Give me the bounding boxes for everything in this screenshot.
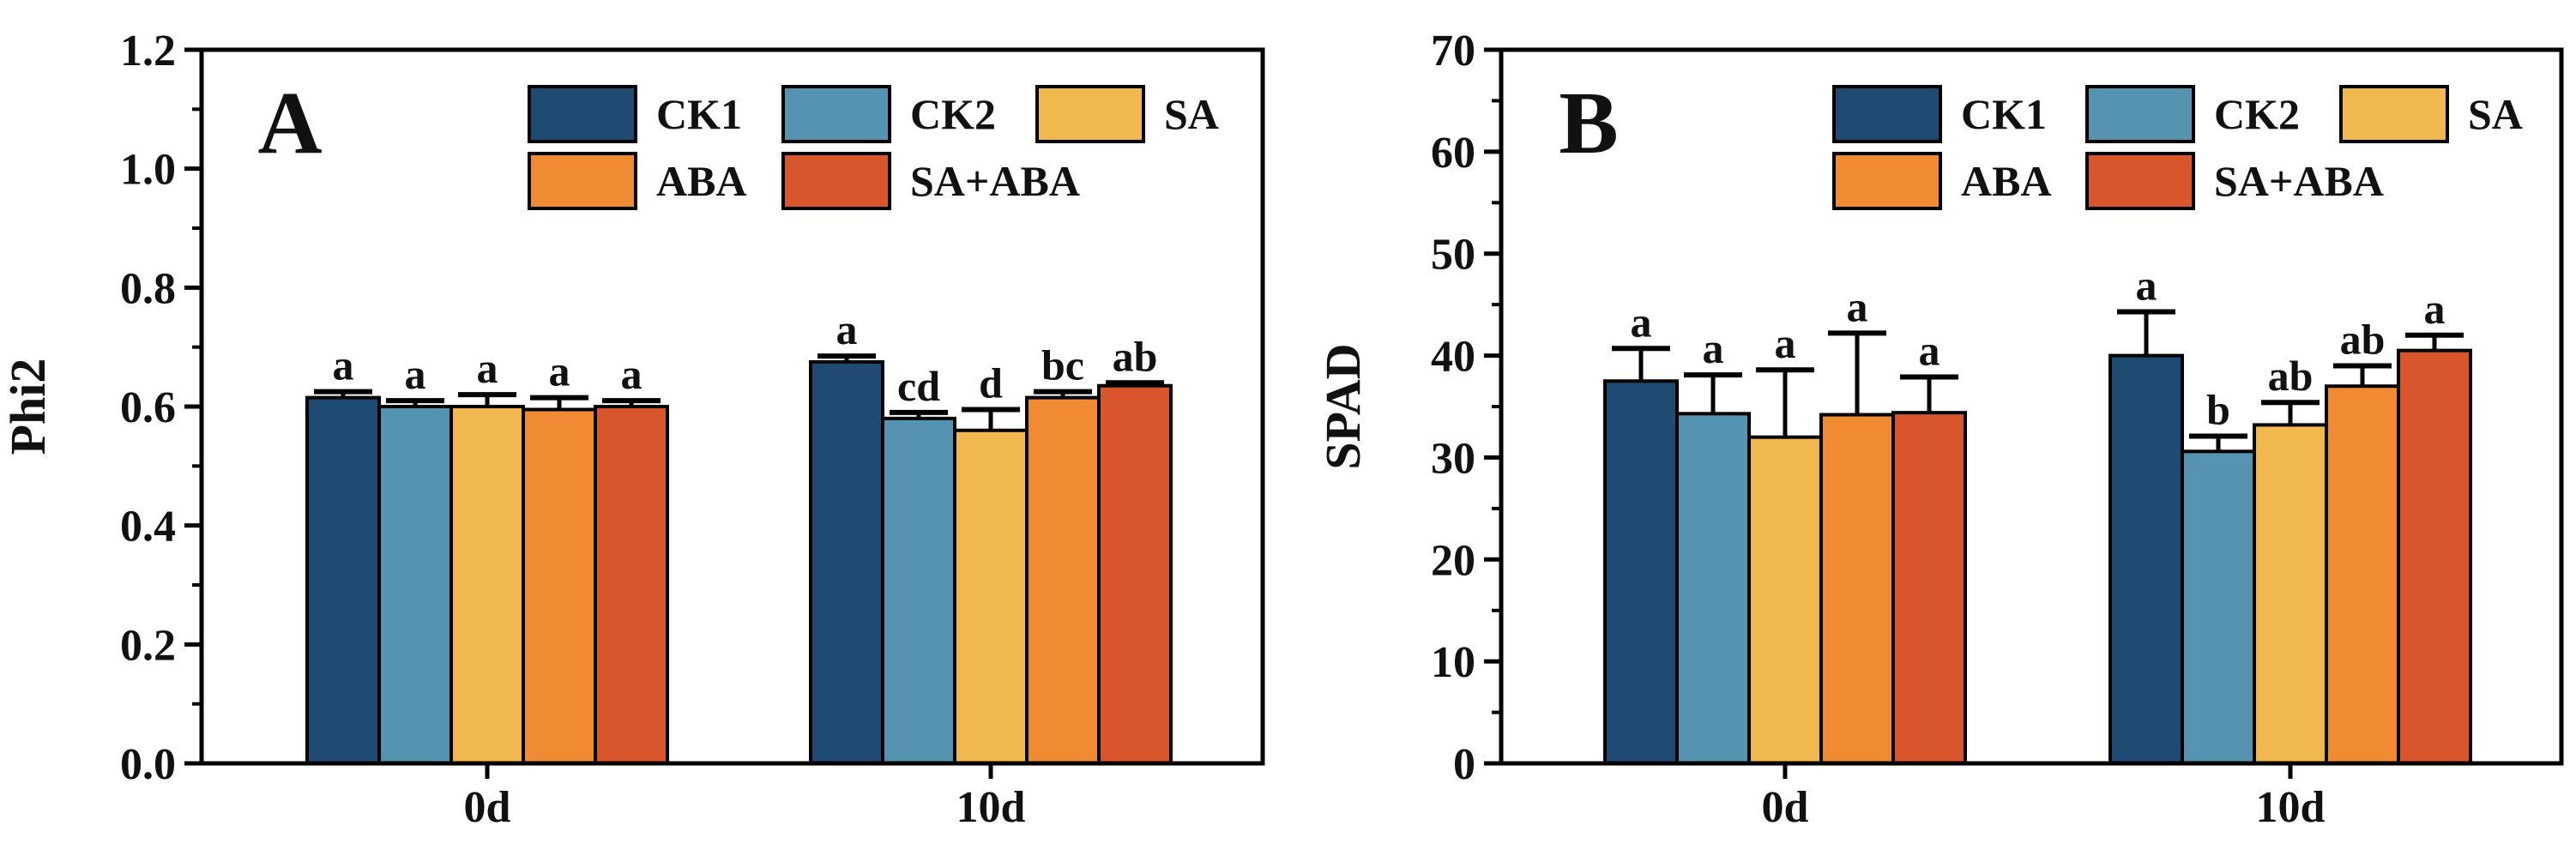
- legend-label: CK2: [910, 90, 996, 138]
- significance-label: a: [2424, 285, 2446, 333]
- legend-label: CK2: [2214, 90, 2300, 138]
- significance-label: b: [2206, 385, 2230, 433]
- bar: [2181, 449, 2256, 765]
- legend-label: SA+ABA: [910, 157, 1080, 205]
- bar: [2325, 384, 2400, 765]
- bar: [377, 405, 453, 765]
- significance-label: a: [1775, 319, 1796, 367]
- legend-label: SA+ABA: [2214, 157, 2384, 205]
- legend-swatch: [1832, 85, 1942, 143]
- significance-label: ab: [1113, 332, 1158, 380]
- legend-swatch: [528, 85, 637, 143]
- bar: [881, 416, 956, 765]
- legend-label: SA: [1164, 90, 1219, 138]
- bar: [2108, 353, 2184, 765]
- y-tick-label: 20: [1431, 536, 1475, 585]
- legend-label: ABA: [656, 157, 747, 205]
- bar: [1603, 379, 1679, 765]
- y-tick-label: 0.0: [120, 740, 176, 789]
- significance-label: a: [333, 341, 354, 389]
- x-tick-label: 10d: [2256, 783, 2326, 832]
- significance-label: a: [2136, 261, 2157, 309]
- bar: [522, 407, 597, 765]
- y-axis-title: Phi2: [0, 359, 56, 455]
- x-tick-label: 0d: [1762, 783, 1809, 832]
- y-tick-label: 0.4: [120, 503, 176, 552]
- significance-label: a: [1631, 298, 1652, 346]
- significance-label: a: [405, 350, 426, 398]
- significance-label: a: [836, 305, 858, 353]
- y-tick-label: 10: [1431, 638, 1475, 687]
- legend-swatch: [2085, 85, 2195, 143]
- bar: [2253, 423, 2328, 765]
- bar: [2397, 348, 2472, 765]
- significance-label: a: [621, 350, 642, 398]
- bar: [1819, 413, 1895, 765]
- x-tick-label: 10d: [956, 783, 1026, 832]
- panel-a: aaa cda da bca ab0.00.20.40.60.81.01.20d 10dP…: [0, 27, 1265, 832]
- y-tick-label: 0.8: [120, 264, 176, 313]
- bar: [1675, 412, 1751, 765]
- bar: [1891, 411, 1967, 765]
- bar: [594, 405, 669, 765]
- legend-swatch: [528, 152, 637, 210]
- significance-label: ab: [2268, 352, 2314, 400]
- y-tick-label: 1.0: [120, 146, 176, 195]
- y-tick-label: 70: [1431, 27, 1475, 75]
- bar: [449, 405, 525, 765]
- significance-label: a: [477, 344, 498, 392]
- legend-swatch: [2085, 152, 2195, 210]
- legend-swatch: [781, 85, 891, 143]
- y-tick-label: 0.6: [120, 383, 176, 432]
- legend-label: ABA: [1961, 157, 2052, 205]
- significance-label: a: [1919, 327, 1940, 375]
- y-tick-label: 40: [1431, 333, 1475, 382]
- significance-label: d: [979, 359, 1003, 407]
- legend-label: SA: [2468, 90, 2523, 138]
- y-tick-label: 0: [1453, 740, 1475, 789]
- bar: [1097, 383, 1173, 765]
- bar: [953, 428, 1029, 765]
- x-tick-label: 0d: [464, 783, 511, 832]
- y-axis-title: SPAD: [1315, 343, 1371, 469]
- y-tick-label: 1.2: [120, 27, 176, 75]
- y-tick-label: 30: [1431, 434, 1475, 483]
- significance-label: a: [1847, 282, 1868, 330]
- legend-swatch: [781, 152, 891, 210]
- significance-label: a: [549, 347, 570, 395]
- legend-swatch: [1832, 152, 1942, 210]
- panel-label: A: [257, 74, 322, 172]
- bar: [1025, 395, 1101, 765]
- y-tick-label: 50: [1431, 231, 1475, 280]
- legend-label: CK1: [1961, 90, 2047, 138]
- legend-swatch: [2339, 85, 2449, 143]
- bar: [305, 395, 381, 765]
- y-tick-label: 60: [1431, 129, 1475, 178]
- significance-label: a: [1703, 324, 1724, 372]
- significance-label: bc: [1041, 341, 1084, 389]
- legend-swatch: [1035, 85, 1145, 143]
- panel-label: B: [1559, 74, 1618, 172]
- bar: [1747, 435, 1823, 765]
- bar: [809, 360, 884, 765]
- legend-label: CK1: [656, 90, 742, 138]
- significance-label: cd: [897, 362, 940, 410]
- y-tick-label: 0.2: [120, 621, 176, 670]
- significance-label: ab: [2340, 315, 2386, 363]
